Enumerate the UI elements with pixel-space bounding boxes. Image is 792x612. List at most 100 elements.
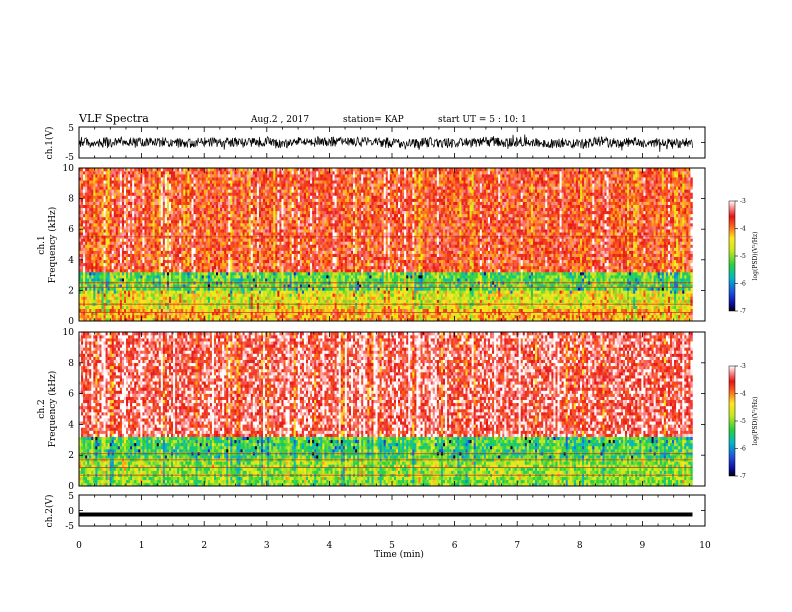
spectrogram-cell <box>265 275 267 278</box>
spectrogram-cell <box>212 177 214 180</box>
spectrogram-cell <box>93 183 95 186</box>
spectrogram-cell <box>198 241 200 244</box>
spectrogram-cell <box>263 278 265 281</box>
spectrogram-cell <box>179 208 181 211</box>
spectrogram-cell <box>163 275 165 278</box>
spectrogram-cell <box>273 186 275 189</box>
spectrogram-cell <box>175 315 177 318</box>
spectrogram-cell <box>85 180 87 183</box>
spectrogram-cell <box>206 297 208 300</box>
spectrogram-cell <box>110 315 112 318</box>
spectrogram-cell <box>114 238 116 241</box>
spectrogram-cell <box>153 266 155 269</box>
spectrogram-cell <box>210 196 212 199</box>
spectrogram-cell <box>85 254 87 257</box>
spectrogram-cell <box>222 214 224 217</box>
spectrogram-cell <box>112 269 114 272</box>
spectrogram-cell <box>269 192 271 195</box>
spectrogram-cell <box>243 189 245 192</box>
spectrogram-cell <box>198 257 200 260</box>
spectrogram-cell <box>134 177 136 180</box>
spectrogram-cell <box>275 245 277 248</box>
spectrogram-cell <box>171 177 173 180</box>
spectrogram-cell <box>108 183 110 186</box>
spectrogram-cell <box>89 260 91 263</box>
spectrogram-cell <box>126 202 128 205</box>
spectrogram-cell <box>191 174 193 177</box>
spectrogram-cell <box>122 266 124 269</box>
spectrogram-cell <box>216 202 218 205</box>
spectrogram-cell <box>130 238 132 241</box>
spectrogram-cell <box>106 226 108 229</box>
spectrogram-cell <box>83 251 85 254</box>
spectrogram-cell <box>106 293 108 296</box>
spectrogram-cell <box>257 177 259 180</box>
spectrogram-cell <box>257 275 259 278</box>
spectrogram-cell <box>163 309 165 312</box>
spectrogram-cell <box>169 290 171 293</box>
spectrogram-cell <box>167 189 169 192</box>
spectrogram-cell <box>177 238 179 241</box>
spectrogram-cell <box>243 211 245 214</box>
spectrogram-cell <box>179 189 181 192</box>
spectrogram-cell <box>104 180 106 183</box>
spectrogram-cell <box>265 266 267 269</box>
spectrogram-cell <box>112 180 114 183</box>
spectrogram-cell <box>255 192 257 195</box>
spectrogram-cell <box>177 309 179 312</box>
spectrogram-cell <box>257 211 259 214</box>
spectrogram-cell <box>226 300 228 303</box>
spectrogram-cell <box>220 300 222 303</box>
spectrogram-cell <box>275 290 277 293</box>
spectrogram-cell <box>189 306 191 309</box>
spectrogram-cell <box>267 272 269 275</box>
spectrogram-cell <box>153 238 155 241</box>
spectrogram-cell <box>214 297 216 300</box>
spectrogram-cell <box>114 278 116 281</box>
spectrogram-cell <box>132 217 134 220</box>
spectrogram-cell <box>118 245 120 248</box>
spectrogram-cell <box>230 241 232 244</box>
spectrogram-cell <box>83 297 85 300</box>
spectrogram-cell <box>169 180 171 183</box>
spectrogram-cell <box>116 199 118 202</box>
spectrogram-cell <box>208 257 210 260</box>
spectrogram-cell <box>222 257 224 260</box>
spectrogram-cell <box>234 202 236 205</box>
spectrogram-cell <box>138 205 140 208</box>
spectrogram-cell <box>196 266 198 269</box>
spectrogram-cell <box>198 293 200 296</box>
spectrogram-cell <box>249 293 251 296</box>
spectrogram-cell <box>171 309 173 312</box>
spectrogram-cell <box>97 205 99 208</box>
spectrogram-cell <box>122 174 124 177</box>
spectrogram-cell <box>149 192 151 195</box>
spectrogram-cell <box>81 174 83 177</box>
spectrogram-cell <box>261 278 263 281</box>
spectrogram-cell <box>253 266 255 269</box>
spectrogram-cell <box>265 196 267 199</box>
spectrogram-cell <box>204 278 206 281</box>
spectrogram-cell <box>118 220 120 223</box>
spectrogram-cell <box>216 186 218 189</box>
spectrogram-cell <box>177 214 179 217</box>
spectrogram-cell <box>224 211 226 214</box>
spectrogram-cell <box>132 293 134 296</box>
spectrogram-cell <box>273 290 275 293</box>
spectrogram-cell <box>226 180 228 183</box>
spectrogram-cell <box>241 260 243 263</box>
spectrogram-cell <box>261 196 263 199</box>
spectrogram-cell <box>169 272 171 275</box>
spectrogram-cell <box>167 257 169 260</box>
spectrogram-cell <box>234 180 236 183</box>
spectrogram-cell <box>126 254 128 257</box>
spectrogram-cell <box>157 251 159 254</box>
spectrogram-cell <box>265 260 267 263</box>
spectrogram-cell <box>267 214 269 217</box>
spectrogram-cell <box>128 248 130 251</box>
spectrogram-cell <box>142 223 144 226</box>
spectrogram-cell <box>101 223 103 226</box>
spectrogram-cell <box>222 232 224 235</box>
spectrogram-cell <box>118 290 120 293</box>
spectrogram-cell <box>204 241 206 244</box>
